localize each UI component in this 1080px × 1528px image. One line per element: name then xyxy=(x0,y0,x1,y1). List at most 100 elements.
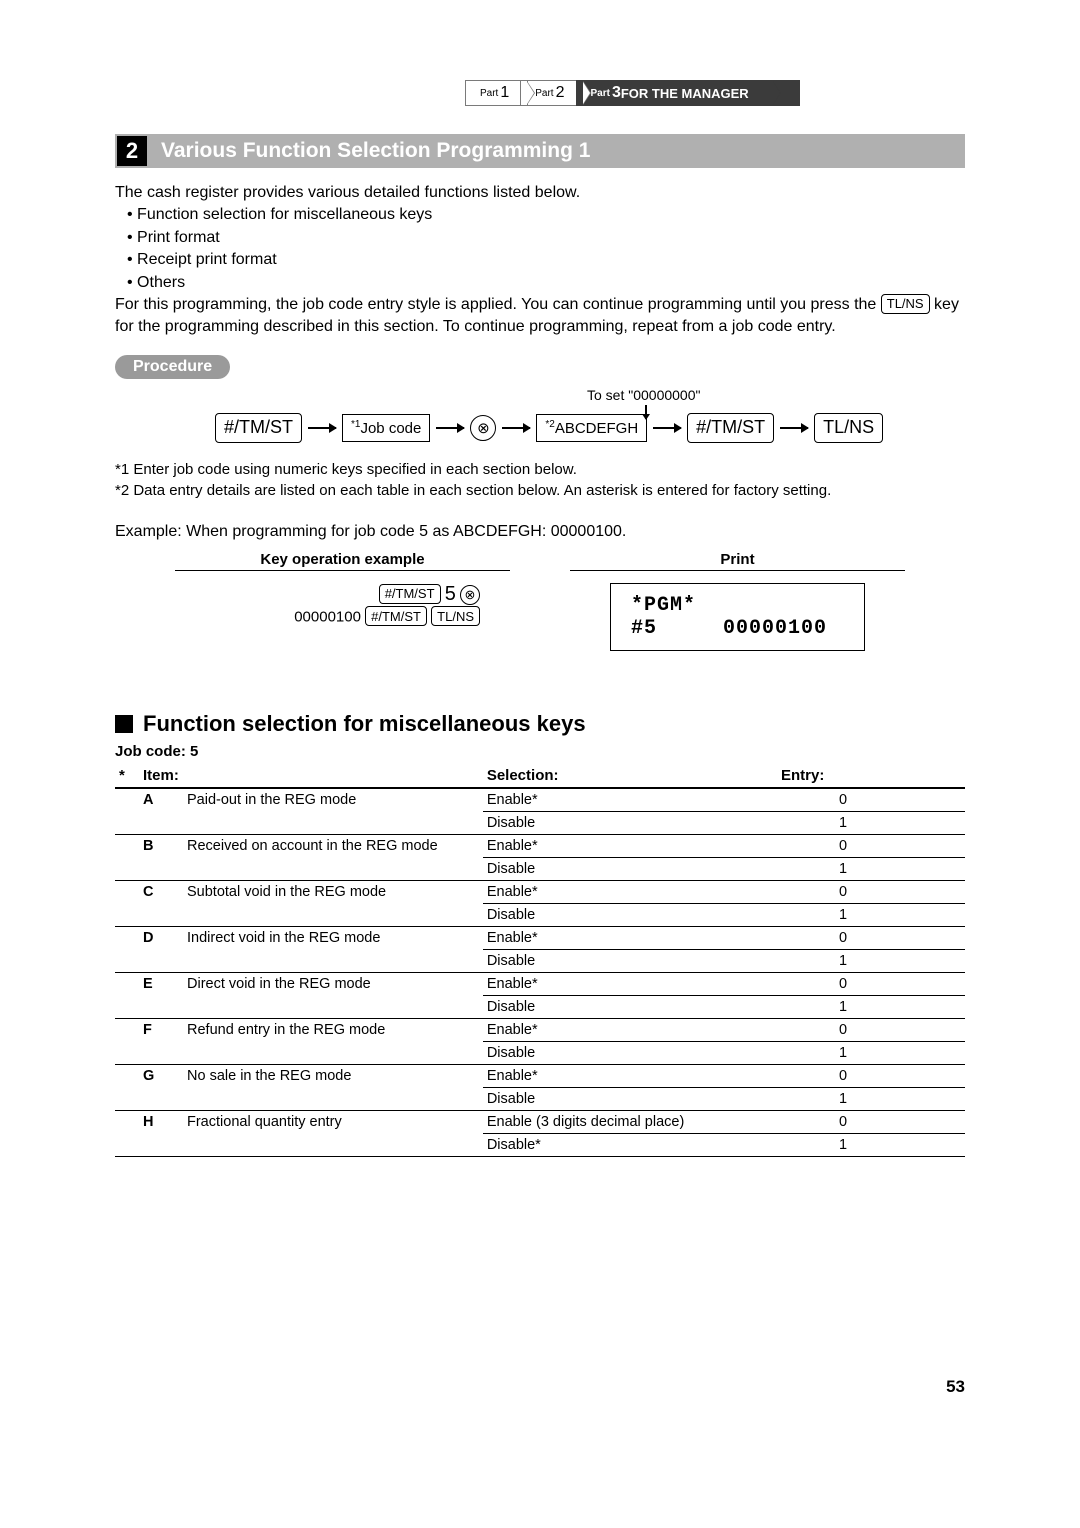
section-number: 2 xyxy=(117,136,147,166)
arrow-icon xyxy=(502,427,530,429)
abc-text: ABCDEFGH xyxy=(555,420,638,437)
example-left: Key operation example #/TM/ST 5 ⊗ 000001… xyxy=(175,551,510,651)
row-letter: F xyxy=(139,1019,183,1065)
row-letter: C xyxy=(139,881,183,927)
note-2: *2 Data entry details are listed on each… xyxy=(115,480,965,501)
section-heading: 2 Various Function Selection Programming… xyxy=(115,134,965,168)
flow-diagram: To set "00000000" #/TM/ST *1Job code ⊗ *… xyxy=(215,413,965,443)
row-item: No sale in the REG mode xyxy=(183,1065,483,1111)
crumb-part3-prefix: Part xyxy=(591,88,610,99)
key-ops-line1: #/TM/ST 5 ⊗ xyxy=(175,583,480,606)
row-entry: 1 xyxy=(721,950,965,973)
th-item: Item: xyxy=(139,764,483,788)
para2-a: For this programming, the job code entry… xyxy=(115,296,881,313)
table-row: GNo sale in the REG modeEnable*0 xyxy=(115,1065,965,1088)
section-title: Various Function Selection Programming 1 xyxy=(161,139,590,163)
flow-key-1: #/TM/ST xyxy=(215,413,302,443)
row-letter: B xyxy=(139,835,183,881)
table-row: FRefund entry in the REG modeEnable*0 xyxy=(115,1019,965,1042)
flow-key-2: #/TM/ST xyxy=(687,413,774,443)
table-row: EDirect void in the REG modeEnable*0 xyxy=(115,973,965,996)
keyop-k3: TL/NS xyxy=(431,606,480,626)
page-number: 53 xyxy=(115,1377,965,1397)
crumb-part3-label: FOR THE MANAGER xyxy=(621,86,749,101)
row-entry: 0 xyxy=(721,973,965,996)
keyop-num: 00000100 xyxy=(294,609,361,626)
keyop-circle: ⊗ xyxy=(460,585,480,605)
table-row: HFractional quantity entryEnable (3 digi… xyxy=(115,1111,965,1134)
example-row: Key operation example #/TM/ST 5 ⊗ 000001… xyxy=(115,551,965,651)
row-selection: Enable* xyxy=(483,927,721,950)
crumb-part1-num: 1 xyxy=(500,84,509,102)
row-entry: 1 xyxy=(721,996,965,1019)
row-entry: 0 xyxy=(721,1019,965,1042)
row-item: Received on account in the REG mode xyxy=(183,835,483,881)
print-l2b: 00000100 xyxy=(723,617,827,640)
row-selection: Disable xyxy=(483,858,721,881)
row-item: Fractional quantity entry xyxy=(183,1111,483,1157)
zero-note: To set "00000000" xyxy=(587,387,700,403)
row-entry: 0 xyxy=(721,1111,965,1134)
job-code-label: Job code: 5 xyxy=(115,743,965,760)
row-item: Refund entry in the REG mode xyxy=(183,1019,483,1065)
bullet-4: • Others xyxy=(127,272,965,294)
crumb-part3-num: 3 xyxy=(612,84,621,102)
print-box: *PGM* #5 00000100 xyxy=(610,583,865,651)
th-entry: Entry: xyxy=(721,764,965,788)
arrow-icon xyxy=(308,427,336,429)
row-entry: 1 xyxy=(721,904,965,927)
row-selection: Enable* xyxy=(483,881,721,904)
row-selection: Disable xyxy=(483,1088,721,1111)
row-entry: 0 xyxy=(721,881,965,904)
page: Part 1 Part 2 Part 3 FOR THE MANAGER 2 V… xyxy=(0,0,1080,1437)
th-star: * xyxy=(115,764,139,788)
keyop-k2: #/TM/ST xyxy=(365,606,427,626)
row-letter: D xyxy=(139,927,183,973)
crumb-part2-num: 2 xyxy=(556,84,565,102)
subhead-text: Function selection for miscellaneous key… xyxy=(143,711,586,736)
th-selection: Selection: xyxy=(483,764,721,788)
row-letter: E xyxy=(139,973,183,1019)
flow-abc-box: *2ABCDEFGH xyxy=(536,414,647,442)
square-bullet-icon xyxy=(115,715,133,733)
bullet-1: • Function selection for miscellaneous k… xyxy=(127,204,965,226)
row-item: Subtotal void in the REG mode xyxy=(183,881,483,927)
arrow-icon xyxy=(436,427,464,429)
row-selection: Disable xyxy=(483,1042,721,1065)
crumb-part3: Part 3 FOR THE MANAGER xyxy=(576,80,774,106)
bullet-3: • Receipt print format xyxy=(127,249,965,271)
ex-head-left: Key operation example xyxy=(175,551,510,571)
flow-job-box: *1Job code xyxy=(342,414,430,442)
example-right: Print *PGM* #5 00000100 xyxy=(570,551,905,651)
job-text: Job code xyxy=(360,420,421,437)
table-row: DIndirect void in the REG modeEnable*0 xyxy=(115,927,965,950)
abc-sup: *2 xyxy=(545,419,554,430)
print-l2a: #5 xyxy=(631,617,657,640)
bullet-2: • Print format xyxy=(127,227,965,249)
crumb-part1: Part 1 xyxy=(465,80,528,106)
row-selection: Disable* xyxy=(483,1134,721,1157)
row-entry: 1 xyxy=(721,1042,965,1065)
ex-head-right: Print xyxy=(570,551,905,571)
example-line: Example: When programming for job code 5… xyxy=(115,521,965,543)
row-item: Direct void in the REG mode xyxy=(183,973,483,1019)
table-row: CSubtotal void in the REG modeEnable*0 xyxy=(115,881,965,904)
bullet-list: • Function selection for miscellaneous k… xyxy=(115,204,965,294)
row-selection: Disable xyxy=(483,904,721,927)
row-entry: 1 xyxy=(721,812,965,835)
row-entry: 1 xyxy=(721,858,965,881)
flow-key-3: TL/NS xyxy=(814,413,883,443)
print-line2: #5 00000100 xyxy=(631,617,844,640)
row-entry: 1 xyxy=(721,1134,965,1157)
row-entry: 0 xyxy=(721,835,965,858)
table-header-row: * Item: Selection: Entry: xyxy=(115,764,965,788)
key-ops-line2: 00000100 #/TM/ST TL/NS xyxy=(175,606,480,626)
row-entry: 1 xyxy=(721,1088,965,1111)
body-text: The cash register provides various detai… xyxy=(115,182,965,339)
row-item: Paid-out in the REG mode xyxy=(183,788,483,835)
row-selection: Enable* xyxy=(483,835,721,858)
arrow-icon xyxy=(653,427,681,429)
keyop-k1: #/TM/ST xyxy=(379,584,441,604)
row-selection: Enable (3 digits decimal place) xyxy=(483,1111,721,1134)
print-line1: *PGM* xyxy=(631,594,844,617)
